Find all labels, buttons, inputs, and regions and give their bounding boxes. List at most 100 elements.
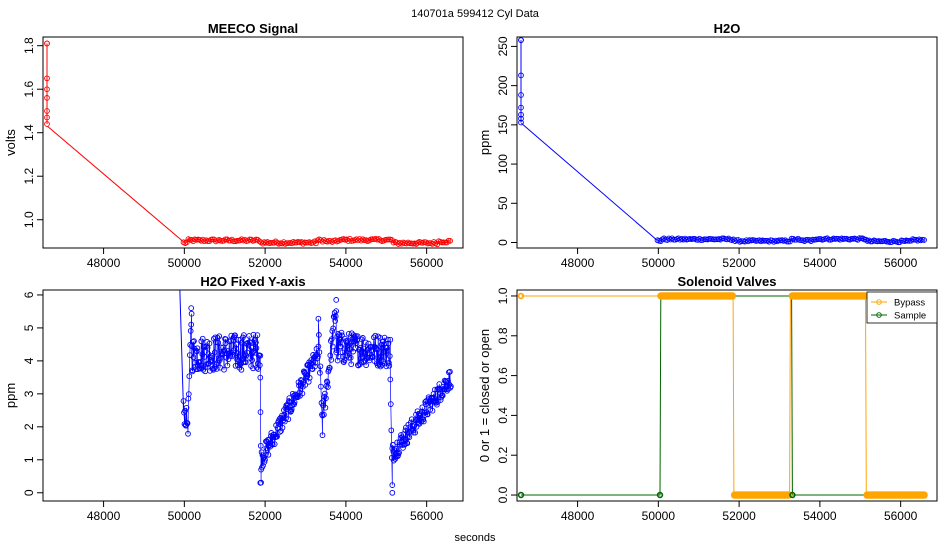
data-point <box>323 395 329 402</box>
data-point <box>44 108 50 114</box>
data-point <box>355 362 362 369</box>
data-point <box>331 309 338 316</box>
data-point <box>44 121 50 127</box>
data-point <box>421 409 428 416</box>
data-point <box>863 236 869 243</box>
y-tick-label: 4 <box>22 357 36 364</box>
data-point <box>191 338 197 344</box>
data-point <box>334 357 341 364</box>
y-tick-label: 50 <box>496 196 510 210</box>
data-point <box>285 416 292 423</box>
data-point <box>233 341 240 348</box>
data-point <box>412 429 418 436</box>
data-point <box>44 75 50 82</box>
y-axis-label: 0 or 1 = closed or open <box>477 329 492 462</box>
data-point <box>185 430 191 437</box>
data-point <box>518 37 524 43</box>
data-point <box>315 315 322 322</box>
data-point <box>447 368 453 375</box>
data-point <box>220 344 226 351</box>
data-point <box>386 362 393 369</box>
data-point <box>285 398 292 404</box>
data-point <box>389 482 396 488</box>
data-point <box>377 363 384 370</box>
data-point <box>192 359 198 366</box>
data-point <box>242 359 249 366</box>
x-tick-label: 50000 <box>642 509 676 523</box>
data-point <box>194 348 200 355</box>
data-point <box>343 236 350 243</box>
y-tick-label: 1.6 <box>22 81 36 98</box>
legend-label: Sample <box>894 311 926 322</box>
x-tick-label: 48000 <box>561 256 595 270</box>
data-point <box>329 328 336 334</box>
data-point <box>232 332 238 339</box>
y-tick-label: 2 <box>22 423 36 430</box>
data-point <box>413 411 419 418</box>
data-point <box>215 339 222 346</box>
data-point <box>386 353 393 359</box>
data-point <box>253 339 259 346</box>
y-tick-label: 0 <box>22 489 36 496</box>
data-point <box>518 115 524 122</box>
h2o-fixed-y-panel: H2O Fixed Y-axis ppm 48000 50000 52000 54000 5… <box>3 274 464 523</box>
data-point <box>448 383 454 390</box>
data-point <box>353 340 360 346</box>
data-point <box>404 440 411 447</box>
data-point <box>380 338 386 345</box>
x-tick-label: 50000 <box>168 509 202 523</box>
data-point <box>277 429 283 435</box>
data-point <box>224 362 231 369</box>
data-point <box>338 329 345 336</box>
x-tick-label: 56000 <box>410 256 444 270</box>
data-point <box>362 339 369 346</box>
data-point <box>286 395 293 401</box>
data-point <box>664 237 671 243</box>
data-point <box>44 114 50 121</box>
data-point <box>201 354 208 360</box>
data-point-sample <box>656 491 664 499</box>
data-point <box>424 411 431 418</box>
data-point <box>354 333 361 339</box>
data-point <box>262 452 269 459</box>
data-point <box>389 442 396 448</box>
data-point <box>260 462 266 469</box>
data-point <box>447 238 453 244</box>
data-point <box>302 382 309 388</box>
data-point <box>184 419 190 426</box>
data-point <box>384 347 391 354</box>
x-tick-label: 52000 <box>722 509 756 523</box>
data-point <box>319 412 326 419</box>
data-point <box>379 344 386 351</box>
h2o-panel: H2O ppm 48000 50000 52000 54000 56000 0 50 100 150… <box>477 21 938 270</box>
data-point <box>283 415 289 422</box>
data-point <box>194 345 201 352</box>
data-point <box>326 364 333 371</box>
data-point <box>399 434 405 440</box>
data-point <box>328 357 335 363</box>
data-point <box>187 328 194 334</box>
x-tick-label: 54000 <box>329 509 363 523</box>
data-point <box>188 310 195 317</box>
data-point <box>211 349 218 356</box>
y-tick-label: 1.8 <box>22 37 36 54</box>
data-point <box>238 366 245 373</box>
y-tick-label: 0.8 <box>496 327 510 344</box>
data-point <box>290 400 297 407</box>
y-tick-label: 200 <box>496 75 510 95</box>
data-point <box>261 459 268 465</box>
data-point <box>316 332 322 338</box>
data-point <box>303 373 310 379</box>
data-point <box>336 337 343 343</box>
data-point <box>243 352 250 359</box>
data-point <box>197 358 204 365</box>
data-point <box>808 238 814 244</box>
data-point <box>378 353 384 360</box>
series-line <box>47 125 184 242</box>
data-point <box>274 433 280 440</box>
data-point <box>257 352 264 359</box>
data-point <box>288 406 295 413</box>
data-point <box>190 338 196 345</box>
data-point <box>206 340 213 347</box>
